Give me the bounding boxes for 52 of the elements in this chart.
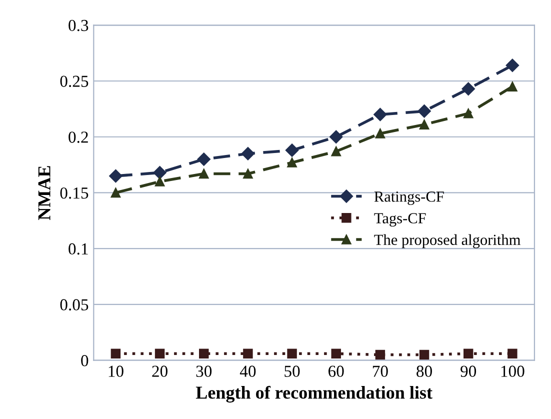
x-tick-label: 30 xyxy=(196,366,212,377)
point xyxy=(330,130,343,144)
point xyxy=(463,108,474,118)
x-tick-label: 10 xyxy=(108,366,124,377)
point xyxy=(375,128,386,138)
y-tick-label: 0 xyxy=(81,355,88,366)
x-tick-label: 100 xyxy=(501,366,524,377)
x-tick-label: 40 xyxy=(240,366,256,377)
point xyxy=(199,168,209,179)
point xyxy=(508,82,518,92)
point xyxy=(243,168,253,179)
x-tick-label: 20 xyxy=(152,366,168,377)
y-tick-label: 0.1 xyxy=(68,243,88,255)
y-axis-title: NMAE xyxy=(38,166,50,220)
point xyxy=(285,144,299,157)
x-tick-label: 90 xyxy=(460,366,476,377)
point xyxy=(375,350,386,360)
point xyxy=(508,348,518,358)
point xyxy=(462,82,475,96)
y-tick-label: 0.15 xyxy=(60,187,88,199)
point xyxy=(154,348,165,358)
legend-label: Ratings-CF xyxy=(374,192,444,205)
point xyxy=(243,348,253,358)
legend-label: The proposed algorithm xyxy=(374,234,520,248)
point xyxy=(154,176,165,186)
x-axis-title: Length of recommendation list xyxy=(196,386,432,403)
point xyxy=(287,158,297,168)
point xyxy=(110,188,121,198)
point xyxy=(241,147,255,160)
point xyxy=(374,108,387,122)
point xyxy=(331,348,341,358)
point xyxy=(197,152,210,166)
point xyxy=(419,120,430,130)
point xyxy=(506,58,520,72)
point xyxy=(199,348,209,358)
y-tick-label: 0.3 xyxy=(68,20,88,32)
point xyxy=(418,104,431,118)
point xyxy=(287,348,297,358)
x-tick-label: 50 xyxy=(284,366,300,377)
y-tick-label: 0.05 xyxy=(60,299,88,310)
point xyxy=(110,348,121,358)
y-tick-label: 0.25 xyxy=(60,76,88,88)
y-tick-label: 0.2 xyxy=(68,132,88,143)
point xyxy=(463,348,474,358)
x-tick-label: 60 xyxy=(328,366,344,377)
x-tick-label: 80 xyxy=(416,366,432,377)
point xyxy=(109,169,122,183)
point xyxy=(419,350,430,360)
point xyxy=(153,166,166,180)
x-tick-label: 70 xyxy=(372,366,388,377)
point xyxy=(331,146,341,156)
legend-label: Tags-CF xyxy=(374,213,426,227)
